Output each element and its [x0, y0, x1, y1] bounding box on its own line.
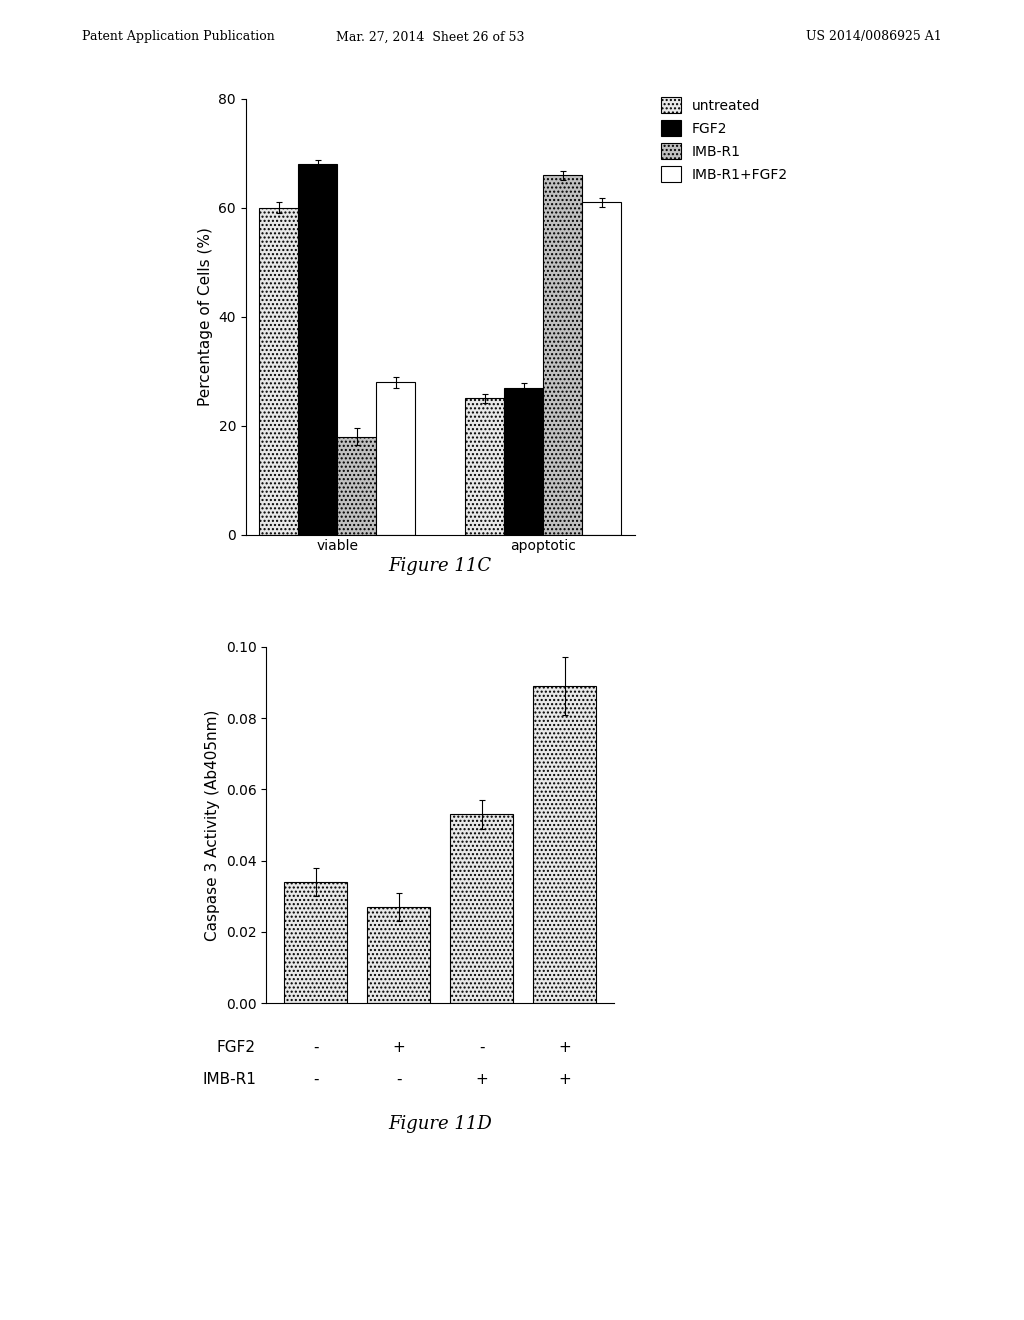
Text: -: - [479, 1040, 484, 1055]
Bar [285, 882, 347, 1003]
Bar [368, 907, 430, 1003]
Text: +: + [558, 1072, 571, 1086]
Bar [376, 383, 415, 535]
Bar [259, 209, 298, 535]
Text: +: + [558, 1040, 571, 1055]
Y-axis label: Caspase 3 Activity (Ab405nm): Caspase 3 Activity (Ab405nm) [205, 709, 220, 941]
Text: -: - [396, 1072, 401, 1086]
Bar [298, 165, 337, 535]
Text: FGF2: FGF2 [217, 1040, 256, 1055]
Legend: untreated, FGF2, IMB-R1, IMB-R1+FGF2: untreated, FGF2, IMB-R1, IMB-R1+FGF2 [662, 98, 787, 182]
Text: -: - [313, 1040, 318, 1055]
Text: US 2014/0086925 A1: US 2014/0086925 A1 [806, 30, 942, 44]
Bar [337, 437, 376, 535]
Text: +: + [475, 1072, 488, 1086]
Text: Figure 11C: Figure 11C [389, 557, 492, 576]
Y-axis label: Percentage of Cells (%): Percentage of Cells (%) [198, 227, 213, 407]
Text: Figure 11D: Figure 11D [388, 1115, 493, 1134]
Bar [534, 686, 596, 1003]
Bar [544, 176, 583, 535]
Bar [466, 399, 505, 535]
Text: Mar. 27, 2014  Sheet 26 of 53: Mar. 27, 2014 Sheet 26 of 53 [336, 30, 524, 44]
Bar [505, 388, 544, 535]
Text: IMB-R1: IMB-R1 [202, 1072, 256, 1086]
Text: -: - [313, 1072, 318, 1086]
Bar [583, 202, 622, 535]
Text: +: + [392, 1040, 406, 1055]
Bar [451, 814, 513, 1003]
Text: Patent Application Publication: Patent Application Publication [82, 30, 274, 44]
